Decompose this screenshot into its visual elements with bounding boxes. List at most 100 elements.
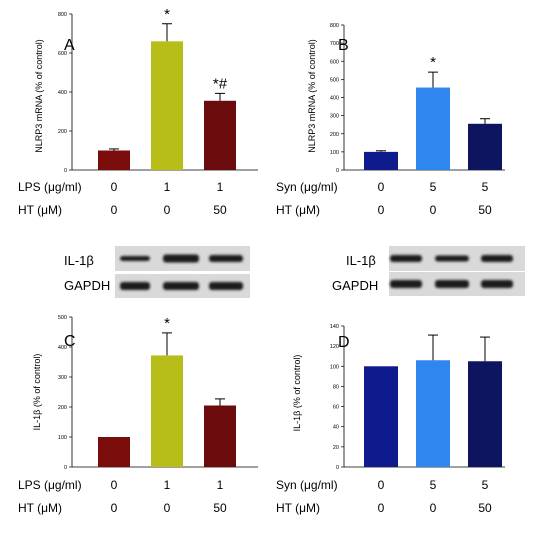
bar [204,405,236,467]
treatment-value: 50 [478,501,492,515]
y-tick-label: 100 [58,435,67,441]
treatment-value: 0 [111,478,118,492]
blot-label-gapdh: GAPDH [332,278,378,293]
treatment-value: 0 [378,478,385,492]
y-tick-label: 200 [58,129,67,135]
y-tick-label: 500 [330,77,339,83]
bar [204,100,236,170]
significance-marker: * [164,315,170,332]
blot-label-gapdh: GAPDH [64,278,110,293]
y-tick-label: 40 [333,425,339,431]
blot-band [390,255,422,262]
treatment-value: 0 [164,203,171,217]
treatment-value: 1 [217,478,224,492]
y-tick-label: 100 [330,364,339,370]
y-tick-label: 0 [64,465,67,471]
y-axis-label: NLRP3 mRNA (% of control) [307,39,317,153]
treatment-value: 5 [430,478,437,492]
treatment-row-label: LPS (μg/ml) [18,180,82,194]
blot-label-il1b: IL-1β [64,253,94,268]
y-tick-label: 0 [336,168,339,174]
treatment-row-label: HT (μM) [18,501,62,515]
bar [98,150,130,170]
panel-letter: D [338,334,350,351]
y-tick-label: 500 [58,315,67,321]
treatment-value: 1 [164,180,171,194]
bar [468,123,502,170]
treatment-value: 0 [430,203,437,217]
y-tick-label: 80 [333,384,339,390]
bar [468,361,502,467]
blot-band [481,255,513,262]
blot-band [435,255,469,262]
y-tick-label: 300 [58,375,67,381]
treatment-value: 5 [430,180,437,194]
bar [151,41,183,170]
treatment-row-label: HT (μM) [276,203,320,217]
y-tick-label: 60 [333,405,339,411]
y-tick-label: 400 [58,345,67,351]
y-tick-label: 600 [330,59,339,65]
significance-marker: * [164,6,170,23]
y-tick-label: 20 [333,445,339,451]
chart-panel-a: NLRP3 mRNA (% of control) 0 200 400 600 800 *… [18,6,258,217]
treatment-row-label: HT (μM) [276,501,320,515]
blot-band [120,256,150,261]
y-tick-label: 100 [330,150,339,156]
treatment-value: 0 [378,180,385,194]
panel-letter: A [64,37,75,54]
bar [364,366,398,467]
treatment-row-label: LPS (μg/ml) [18,478,82,492]
blot-band [163,282,199,290]
y-tick-label: 300 [330,114,339,120]
treatment-row-label: HT (μM) [18,203,62,217]
treatment-value: 50 [213,501,227,515]
y-tick-label: 200 [330,132,339,138]
y-axis-label: IL-1β (% of control) [292,355,302,432]
y-tick-label: 120 [330,344,339,350]
blot-band [209,255,243,262]
treatment-value: 0 [378,203,385,217]
blot-band [209,282,243,290]
treatment-value: 1 [217,180,224,194]
western-blot-left: IL-1β GAPDH [64,246,250,298]
y-tick-label: 800 [330,23,339,29]
bar [416,360,450,467]
panel-letter: B [338,37,349,54]
treatment-value: 0 [111,203,118,217]
treatment-value: 0 [111,180,118,194]
y-tick-label: 200 [58,405,67,411]
blot-band [120,282,150,290]
chart-panel-d: IL-1β (% of control) 0 20 40 60 80 100 120 140 S… [276,324,505,515]
western-blot-right: IL-1β GAPDH [332,246,525,296]
treatment-row-label: Syn (μg/ml) [276,180,338,194]
treatment-value: 0 [430,501,437,515]
treatment-value: 5 [482,180,489,194]
blot-label-il1b: IL-1β [346,253,376,268]
significance-marker: *# [213,75,228,92]
y-tick-label: 400 [330,96,339,102]
y-tick-label: 140 [330,324,339,330]
treatment-value: 0 [111,501,118,515]
blot-band [481,280,513,288]
bar [151,355,183,467]
bar [416,87,450,170]
y-tick-label: 800 [58,12,67,18]
treatment-value: 5 [482,478,489,492]
treatment-row-label: Syn (μg/ml) [276,478,338,492]
treatment-value: 50 [478,203,492,217]
blot-band [435,280,469,288]
y-axis-label: NLRP3 mRNA (% of control) [34,39,44,153]
treatment-value: 1 [164,478,171,492]
treatment-value: 0 [378,501,385,515]
y-axis-label: IL-1β (% of control) [32,354,42,431]
bar [364,151,398,170]
y-tick-label: 0 [64,168,67,174]
chart-panel-b: NLRP3 mRNA (% of control) 0 100 200 300 400 5… [276,23,505,217]
blot-band [163,254,199,263]
y-tick-label: 600 [58,51,67,57]
bar [98,437,130,467]
treatment-value: 0 [164,501,171,515]
